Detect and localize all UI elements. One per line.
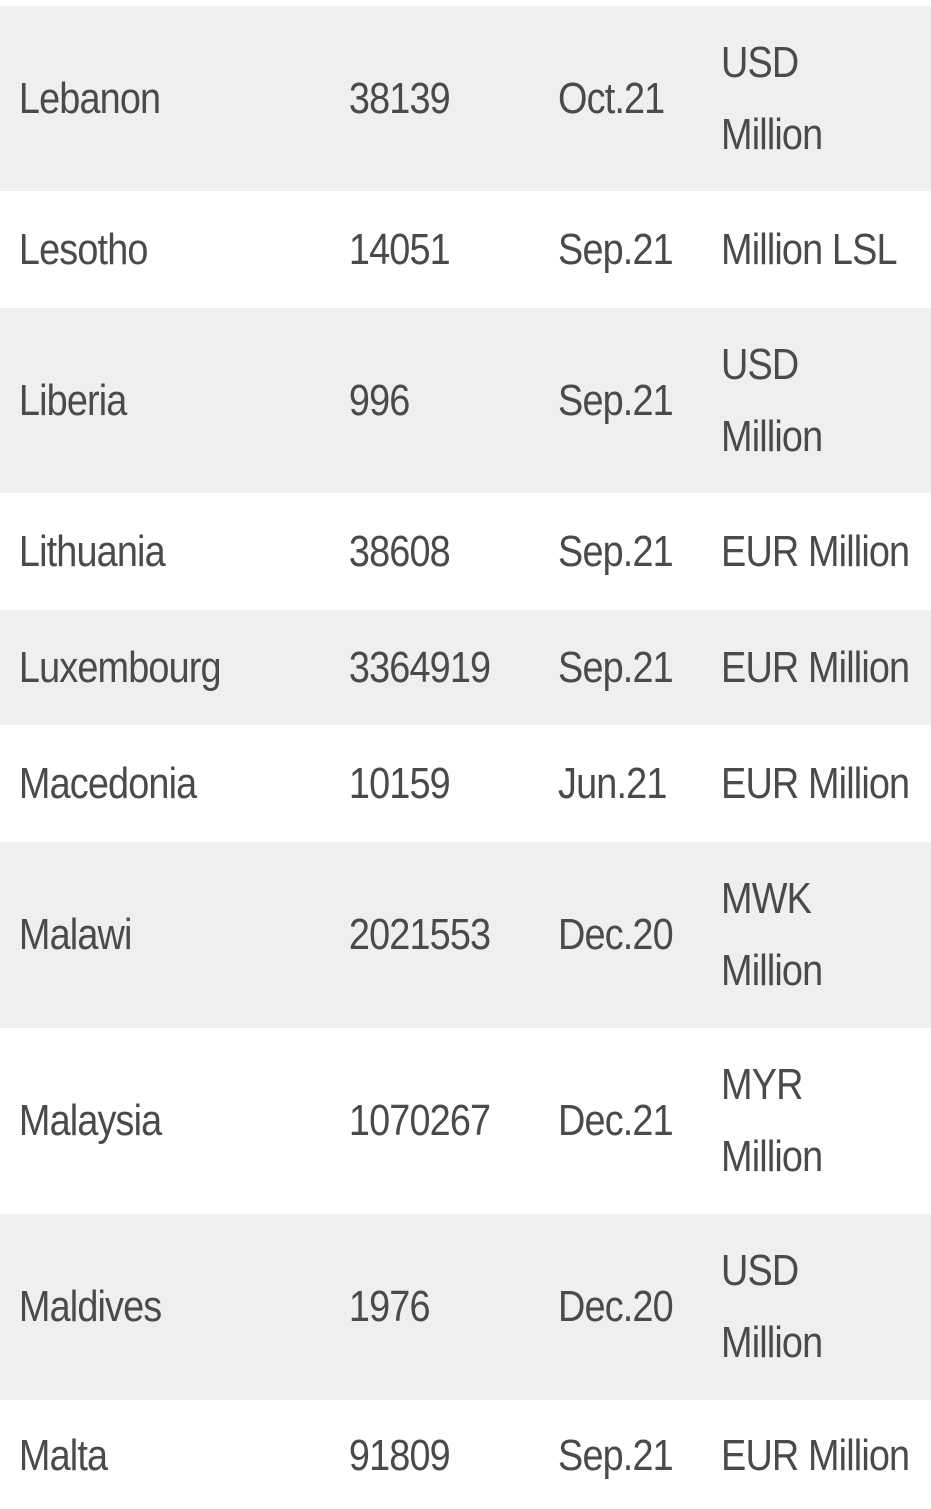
country-cell: Lebanon — [18, 73, 161, 123]
country-cell: Malawi — [18, 910, 132, 959]
table-row: Lesotho 14051 Sep.21 Million LSL — [0, 191, 931, 308]
table-row: Malaysia 1070267 Dec.21 MYR Million — [0, 1028, 931, 1214]
value-cell: 38139 — [348, 73, 451, 123]
unit-cell: EUR Million — [721, 526, 910, 576]
table-row: Liberia 996 Sep.21 USD Million — [0, 308, 931, 493]
value-cell: 3364919 — [348, 642, 491, 692]
country-cell: Macedonia — [18, 758, 197, 808]
unit-cell: MWK Million — [721, 874, 823, 995]
value-cell: 1976 — [348, 1282, 431, 1331]
unit-cell: Million LSL — [721, 224, 897, 274]
value-cell: 1070267 — [348, 1096, 491, 1145]
date-cell: Dec.21 — [558, 1096, 674, 1145]
date-cell: Sep.21 — [558, 375, 674, 425]
date-cell: Oct.21 — [558, 73, 665, 123]
country-cell: Maldives — [18, 1282, 162, 1331]
country-cell: Lesotho — [18, 224, 148, 274]
unit-cell: USD Million — [721, 37, 823, 159]
unit-cell: EUR Million — [721, 642, 910, 692]
value-cell: 38608 — [348, 526, 451, 576]
value-cell: 91809 — [348, 1430, 451, 1480]
country-cell: Luxembourg — [18, 642, 222, 692]
country-cell: Lithuania — [18, 526, 166, 576]
unit-cell: EUR Million — [721, 1430, 910, 1480]
unit-cell: USD Million — [721, 1246, 823, 1367]
unit-cell: MYR Million — [721, 1060, 823, 1181]
country-cell: Liberia — [18, 375, 127, 425]
date-cell: Sep.21 — [558, 642, 674, 692]
value-cell: 996 — [348, 375, 410, 425]
table-row: Luxembourg 3364919 Sep.21 EUR Million — [0, 610, 931, 725]
table-row: Malta 91809 Sep.21 EUR Million — [0, 1400, 931, 1509]
date-cell: Dec.20 — [558, 1282, 674, 1331]
table-row: Malawi 2021553 Dec.20 MWK Million — [0, 842, 931, 1028]
table-row: Lebanon 38139 Oct.21 USD Million — [0, 6, 931, 191]
value-cell: 10159 — [348, 758, 451, 808]
date-cell: Sep.21 — [558, 526, 674, 576]
value-cell: 14051 — [348, 224, 451, 274]
unit-cell: USD Million — [721, 339, 823, 461]
date-cell: Jun.21 — [558, 758, 667, 808]
unit-cell: EUR Million — [721, 758, 910, 808]
country-cell: Malaysia — [18, 1096, 162, 1145]
value-cell: 2021553 — [348, 910, 491, 959]
country-cell: Malta — [18, 1430, 108, 1480]
table-row: Macedonia 10159 Jun.21 EUR Million — [0, 725, 931, 842]
table-row: Maldives 1976 Dec.20 USD Million — [0, 1214, 931, 1400]
date-cell: Sep.21 — [558, 224, 674, 274]
date-cell: Sep.21 — [558, 1430, 674, 1480]
table-row: Lithuania 38608 Sep.21 EUR Million — [0, 493, 931, 610]
date-cell: Dec.20 — [558, 910, 674, 959]
